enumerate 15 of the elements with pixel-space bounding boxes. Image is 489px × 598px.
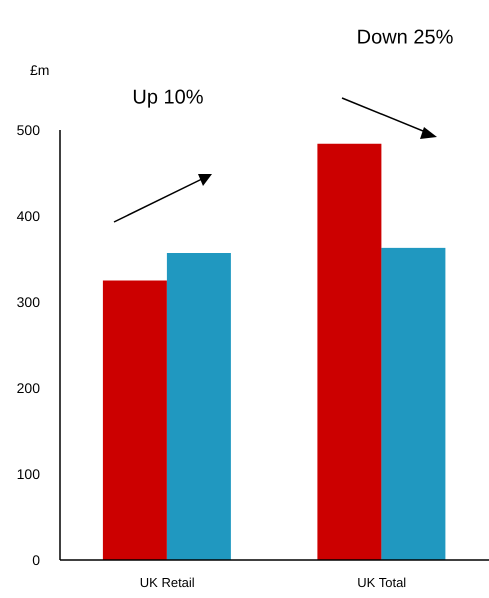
y-tick-label: 100 [16,466,40,482]
x-tick-label: UK Total [357,575,406,590]
bar [102,280,167,560]
bar [317,144,382,560]
text: Down 25% [356,26,454,50]
y-tick-label: 300 [16,294,40,310]
bar [166,252,231,560]
bar [381,248,446,560]
text: Up 10% [132,86,204,110]
y-tick-label: 400 [16,208,40,224]
x-tick-label: UK Retail [140,575,195,590]
y-axis-title: £m [30,62,50,78]
y-tick-label: 0 [32,552,40,568]
y-tick-label: 200 [16,380,40,396]
y-tick-label: 500 [16,122,40,138]
